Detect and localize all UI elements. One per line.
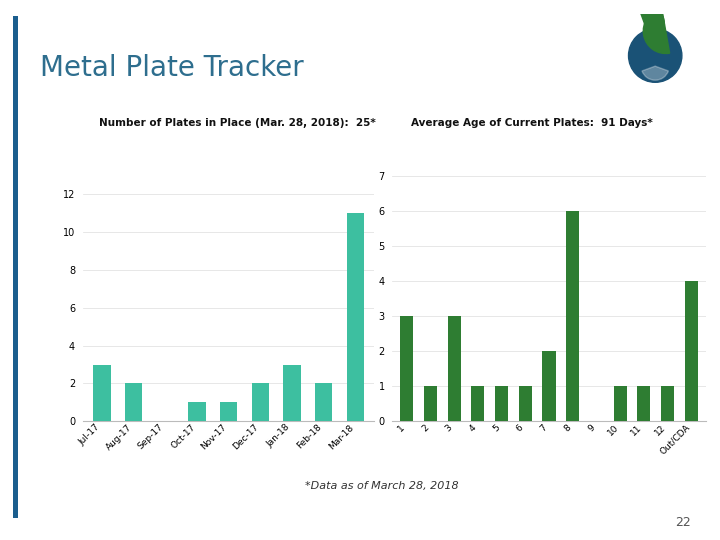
Bar xyxy=(613,386,626,421)
Bar xyxy=(472,386,485,421)
Bar xyxy=(283,364,301,421)
Bar xyxy=(400,316,413,421)
Bar xyxy=(188,402,206,421)
Bar xyxy=(424,386,437,421)
Wedge shape xyxy=(638,4,665,41)
Bar xyxy=(495,386,508,421)
Bar xyxy=(220,402,238,421)
Text: Average Age of Current Plates:  91 Days*: Average Age of Current Plates: 91 Days* xyxy=(411,118,653,128)
Bar xyxy=(346,213,364,421)
Text: Number of Plates in Place (Mar. 28, 2018):  25*: Number of Plates in Place (Mar. 28, 2018… xyxy=(99,118,376,128)
Bar xyxy=(125,383,143,421)
Text: Install Dates  of Current Plates: Install Dates of Current Plates xyxy=(67,152,227,161)
Bar xyxy=(542,351,556,421)
Bar xyxy=(661,386,674,421)
Bar xyxy=(566,211,580,421)
Text: *Data as of March 28, 2018: *Data as of March 28, 2018 xyxy=(305,481,459,491)
Bar xyxy=(518,386,532,421)
Circle shape xyxy=(629,29,682,82)
Bar xyxy=(315,383,333,421)
Text: 22: 22 xyxy=(675,516,691,529)
Wedge shape xyxy=(643,9,670,53)
Bar xyxy=(448,316,461,421)
Bar xyxy=(637,386,650,421)
Bar xyxy=(251,383,269,421)
Wedge shape xyxy=(642,66,668,80)
Text: Council: Council xyxy=(398,152,437,161)
Text: Metal Plate Tracker: Metal Plate Tracker xyxy=(40,54,303,82)
Bar xyxy=(93,364,111,421)
Bar xyxy=(685,281,698,421)
